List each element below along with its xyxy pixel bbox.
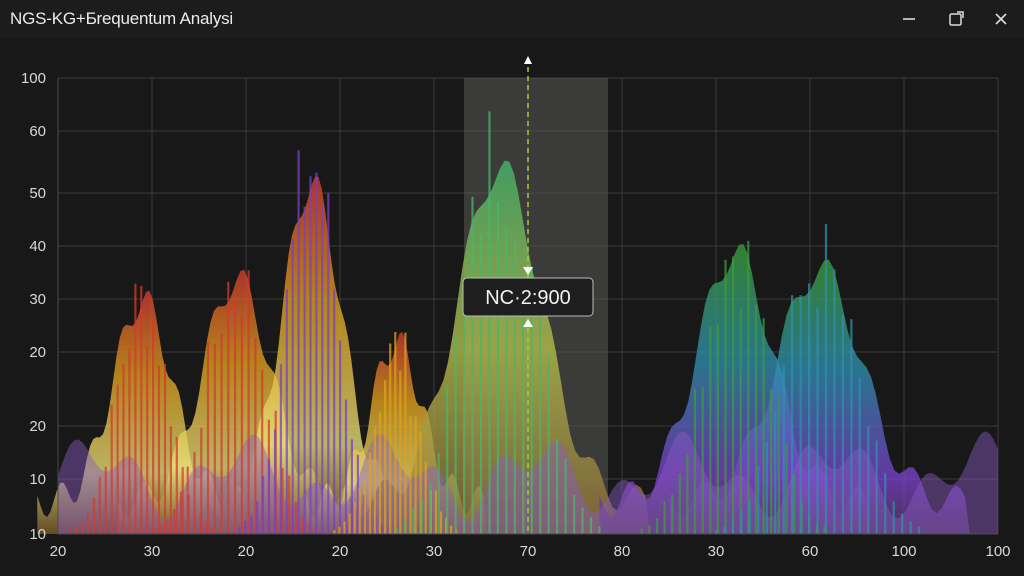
window-title: NGS-KG+Ƃrequentum Analysi bbox=[10, 9, 234, 28]
plot-area[interactable]: 100 60 50 40 30 20 20 10 10 20 30 20 20 30 70 80 30 60 100… bbox=[0, 38, 1024, 576]
y-tick-label: 40 bbox=[29, 238, 46, 255]
y-tick-label: 100 bbox=[21, 70, 46, 87]
peak-envelope bbox=[37, 290, 248, 534]
cursor-tooltip bbox=[462, 277, 594, 317]
y-tick-label: 20 bbox=[29, 418, 46, 435]
x-tick-label: 30 bbox=[144, 543, 161, 560]
y-tick-label: 30 bbox=[29, 291, 46, 308]
peak-envelope bbox=[206, 176, 418, 534]
cursor-top-handle-icon[interactable] bbox=[524, 56, 532, 64]
x-tick-label: 80 bbox=[614, 543, 631, 560]
y-tick-label: 10 bbox=[29, 471, 46, 488]
y-tick-label: 10 bbox=[29, 526, 46, 543]
title-bar: NGS-KG+Ƃrequentum Analysi bbox=[0, 0, 1024, 38]
x-tick-label: 20 bbox=[238, 543, 255, 560]
x-tick-label: 100 bbox=[985, 543, 1010, 560]
cursor-arrow-down-icon bbox=[523, 267, 533, 275]
x-tick-label: 100 bbox=[891, 543, 916, 560]
minimize-icon bbox=[903, 18, 915, 20]
x-tick-label: 70 bbox=[520, 543, 537, 560]
x-tick-label: 20 bbox=[50, 543, 67, 560]
peak-envelope bbox=[669, 259, 970, 534]
y-tick-label: 20 bbox=[29, 344, 46, 361]
maximize-icon bbox=[949, 11, 964, 26]
y-tick-label: 50 bbox=[29, 185, 46, 202]
x-tick-label: 30 bbox=[708, 543, 725, 560]
x-tick-label: 60 bbox=[802, 543, 819, 560]
cursor-tooltip-text: NC·2:900 bbox=[485, 287, 571, 309]
y-tick-label: 60 bbox=[29, 123, 46, 140]
x-tick-label: 30 bbox=[426, 543, 443, 560]
peak-envelope bbox=[349, 160, 651, 534]
maximize-button[interactable] bbox=[943, 6, 969, 32]
close-button[interactable] bbox=[988, 6, 1014, 32]
close-icon bbox=[995, 13, 1007, 25]
minimize-button[interactable] bbox=[896, 6, 922, 32]
x-tick-label: 20 bbox=[332, 543, 349, 560]
peak-envelope bbox=[599, 244, 871, 534]
cursor-arrow-up-icon bbox=[523, 319, 533, 327]
